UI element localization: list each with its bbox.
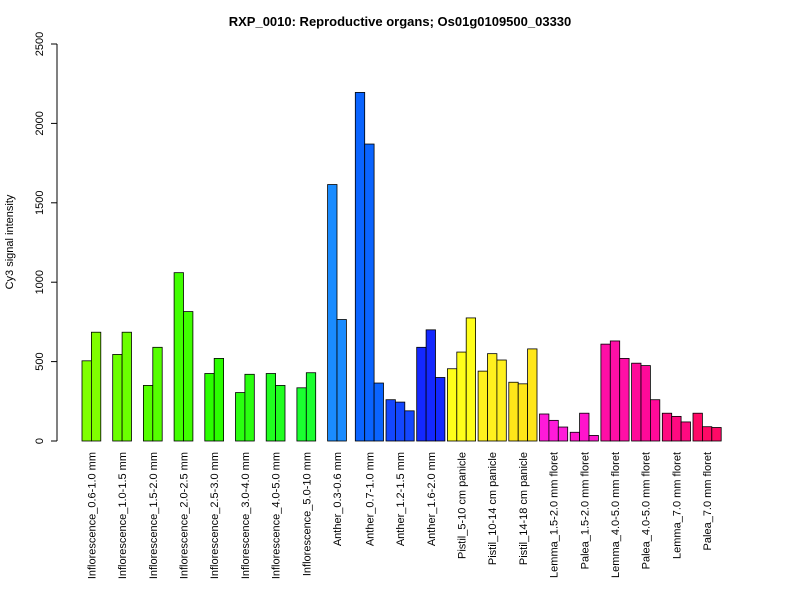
x-category-label: Anther_1.6-2.0 mm [426,452,438,546]
y-axis: 0 500 1000 1500 2000 2500 [34,32,58,444]
x-category-label: Lemma_7.0 mm floret [671,452,683,559]
y-axis-label: Cy3 signal intensity [4,194,16,289]
bar [394,401,406,442]
x-category-label: Inflorescence_2.5-3.0 mm [209,452,221,579]
bar [121,331,132,442]
x-category-label: Palea_4.0-5.0 mm floret [641,452,653,569]
bar [112,354,123,442]
x-category-label: Inflorescence_1.5-2.0 mm [148,452,160,579]
bar [609,340,621,442]
x-category-label: Pistil_10-14 cm panicle [487,452,499,565]
y-tick-label: 2000 [34,111,46,135]
bar [650,399,661,442]
bar [81,360,92,442]
bar [661,412,673,442]
x-category-label: Anther_0.3-0.6 mm [332,452,344,546]
x-category-label: Lemma_4.0-5.0 mm floret [610,452,622,578]
bar [680,421,691,442]
bar [142,385,154,442]
bar [354,92,366,442]
bar [487,353,498,442]
y-tick-label: 1000 [34,270,46,294]
bar [579,412,590,442]
x-category-label: Lemma_1.5-2.0 mm floret [549,452,561,578]
bar [569,431,581,442]
bar [275,385,286,442]
bar [305,372,317,442]
bar [404,410,415,442]
bar [235,392,246,442]
bar [385,399,396,442]
bar [204,373,215,442]
x-category-label: Anther_1.2-1.5 mm [395,452,407,546]
chart-title: RXP_0010: Reproductive organs; Os01g0109… [229,14,572,29]
bar [588,435,599,442]
x-category-label: Inflorescence_4.0-5.0 mm [271,452,283,579]
bar [711,427,722,442]
bar [548,419,559,442]
bar [619,358,630,442]
x-category-label: Inflorescence_3.0-4.0 mm [240,452,252,579]
x-category-label: Anther_0.7-1.0 mm [364,452,376,546]
bar [265,373,277,442]
bar [373,382,384,442]
bar [425,329,436,442]
bar [692,412,703,442]
x-category-label: Palea_7.0 mm floret [702,452,714,550]
y-tick-label: 1500 [34,191,46,215]
bar [539,413,550,442]
bar [336,319,347,442]
bar [517,383,529,442]
bar [702,426,713,442]
x-category-label: Palea_1.5-2.0 mm floret [579,452,591,569]
bar [416,346,427,442]
x-category-label: Inflorescence_5.0-10 mm [301,452,313,576]
bar [527,348,538,442]
bar [183,311,194,442]
bar [496,359,507,442]
bar [91,331,102,442]
bar [173,272,184,442]
x-axis-labels: Inflorescence_0.6-1.0 mm Inflorescence_1.… [86,452,714,579]
x-category-label: Inflorescence_1.0-1.5 mm [117,452,129,579]
y-tick-label: 0 [34,438,46,444]
bar [296,387,307,442]
x-category-label: Inflorescence_0.6-1.0 mm [86,452,98,579]
bar [435,377,446,442]
y-tick-label: 500 [34,352,46,370]
bar [465,317,477,442]
bar [671,415,682,442]
y-tick-label: 2500 [34,32,46,56]
x-category-label: Pistil_14-18 cm panicle [518,452,530,565]
bar [364,143,375,442]
bar [213,358,224,442]
bar [446,368,458,442]
bar [152,346,163,442]
x-category-label: Pistil_5-10 cm panicle [457,452,469,559]
bar [631,362,642,442]
bar [640,365,651,442]
bar [327,184,338,442]
bar [244,373,255,442]
bars [81,92,722,442]
bar [600,343,611,442]
bar [477,370,488,442]
bar [557,426,569,442]
bar [508,381,519,442]
x-category-label: Inflorescence_2.0-2.5 mm [179,452,191,579]
bar [456,351,467,442]
